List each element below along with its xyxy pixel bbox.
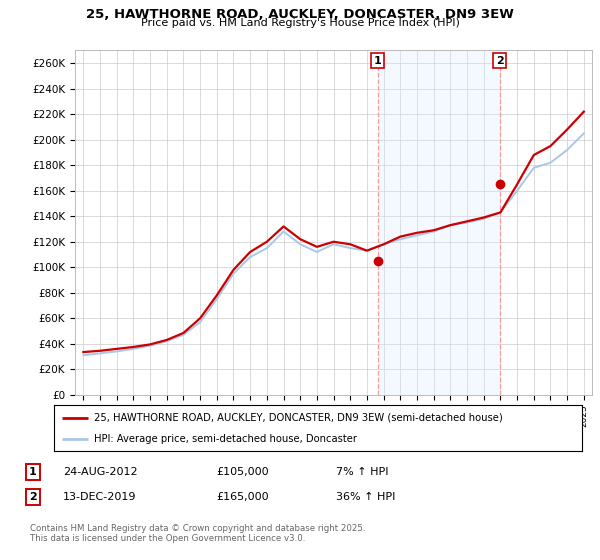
Text: £105,000: £105,000	[216, 467, 269, 477]
Text: 1: 1	[374, 55, 382, 66]
Text: 36% ↑ HPI: 36% ↑ HPI	[336, 492, 395, 502]
Text: 2: 2	[29, 492, 37, 502]
Bar	[378, 50, 500, 395]
Text: Price paid vs. HM Land Registry's House Price Index (HPI): Price paid vs. HM Land Registry's House …	[140, 18, 460, 29]
Text: Contains HM Land Registry data © Crown copyright and database right 2025.
This d: Contains HM Land Registry data © Crown c…	[30, 524, 365, 543]
Text: £165,000: £165,000	[216, 492, 269, 502]
Text: 25, HAWTHORNE ROAD, AUCKLEY, DONCASTER, DN9 3EW: 25, HAWTHORNE ROAD, AUCKLEY, DONCASTER, …	[86, 8, 514, 21]
Text: 1: 1	[29, 467, 37, 477]
Text: 13-DEC-2019: 13-DEC-2019	[63, 492, 137, 502]
Text: 24-AUG-2012: 24-AUG-2012	[63, 467, 137, 477]
Text: 7% ↑ HPI: 7% ↑ HPI	[336, 467, 389, 477]
Text: HPI: Average price, semi-detached house, Doncaster: HPI: Average price, semi-detached house,…	[94, 434, 356, 444]
Text: 25, HAWTHORNE ROAD, AUCKLEY, DONCASTER, DN9 3EW (semi-detached house): 25, HAWTHORNE ROAD, AUCKLEY, DONCASTER, …	[94, 413, 502, 423]
Text: 2: 2	[496, 55, 503, 66]
